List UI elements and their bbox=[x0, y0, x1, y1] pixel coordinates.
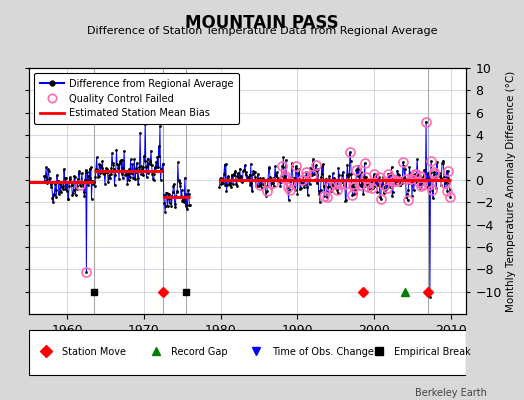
FancyBboxPatch shape bbox=[29, 330, 466, 375]
Legend: Difference from Regional Average, Quality Control Failed, Estimated Station Mean: Difference from Regional Average, Qualit… bbox=[34, 73, 239, 124]
Text: Berkeley Earth: Berkeley Earth bbox=[416, 388, 487, 398]
Y-axis label: Monthly Temperature Anomaly Difference (°C): Monthly Temperature Anomaly Difference (… bbox=[506, 70, 516, 312]
Text: MOUNTAIN PASS: MOUNTAIN PASS bbox=[185, 14, 339, 32]
Text: Record Gap: Record Gap bbox=[171, 347, 227, 357]
Text: Difference of Station Temperature Data from Regional Average: Difference of Station Temperature Data f… bbox=[87, 26, 437, 36]
Text: Time of Obs. Change: Time of Obs. Change bbox=[271, 347, 374, 357]
Text: Station Move: Station Move bbox=[62, 347, 126, 357]
Text: Empirical Break: Empirical Break bbox=[394, 347, 471, 357]
